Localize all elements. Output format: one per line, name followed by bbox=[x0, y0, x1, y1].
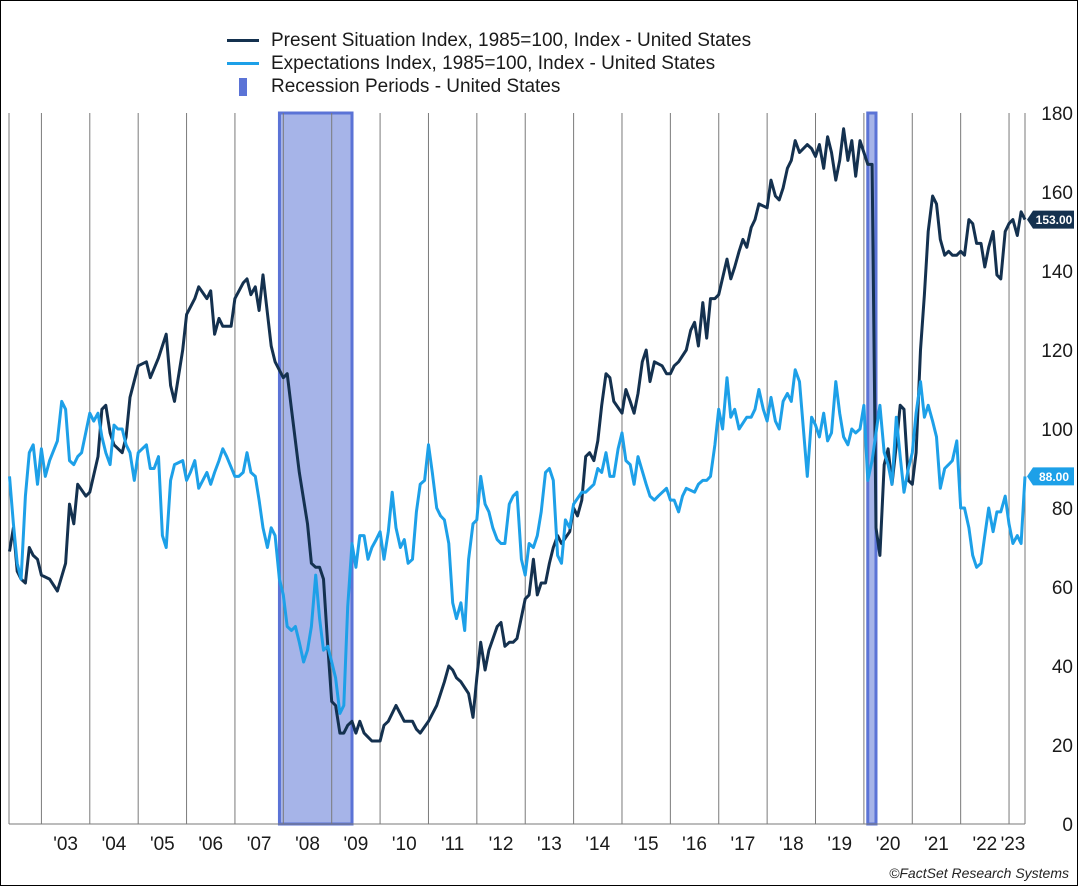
legend-item-expectations[interactable]: Expectations Index, 1985=100, Index - Un… bbox=[227, 52, 715, 76]
x-tick-label: '09 bbox=[344, 834, 369, 855]
y-tick-label: 20 bbox=[1052, 736, 1073, 757]
legend-box-swatch bbox=[239, 77, 247, 96]
x-tick-label: '15 bbox=[634, 834, 659, 855]
y-tick-label: 120 bbox=[1041, 341, 1073, 362]
y-tick-label: 160 bbox=[1041, 183, 1073, 204]
x-tick-label: '10 bbox=[392, 834, 417, 855]
y-tick-label: 140 bbox=[1041, 262, 1073, 283]
end-value-badge bbox=[1027, 467, 1074, 486]
series-layer bbox=[8, 127, 1027, 743]
recession-band bbox=[277, 111, 354, 826]
x-tick-label: '06 bbox=[198, 834, 223, 855]
y-tick-label: 80 bbox=[1052, 499, 1073, 520]
legend-label: Recession Periods - United States bbox=[271, 76, 561, 97]
legend-line-swatch bbox=[227, 39, 259, 43]
x-tick-label: '14 bbox=[585, 834, 610, 855]
legend-item-present-situation[interactable]: Present Situation Index, 1985=100, Index… bbox=[227, 29, 751, 53]
legend-line-swatch bbox=[227, 62, 259, 66]
y-tick-label: 40 bbox=[1052, 657, 1073, 678]
present-situation-line bbox=[8, 127, 1027, 743]
legend-item-recession[interactable]: Recession Periods - United States bbox=[227, 75, 560, 99]
x-tick-label: '12 bbox=[489, 834, 514, 855]
grid-layer bbox=[8, 113, 1026, 825]
end-label-layer: 153.00 88.00 bbox=[1027, 210, 1074, 486]
x-tick-label: '23 bbox=[1001, 834, 1026, 855]
x-tick-label: '05 bbox=[150, 834, 175, 855]
legend-label: Present Situation Index, 1985=100, Index… bbox=[271, 30, 752, 51]
end-value-label: 153.00 bbox=[1036, 213, 1073, 227]
x-tick-label: '17 bbox=[731, 834, 756, 855]
x-tick-label: '22 bbox=[972, 834, 997, 855]
x-tick-label: '21 bbox=[924, 834, 949, 855]
y-tick-label: 180 bbox=[1041, 104, 1073, 125]
legend-label: Expectations Index, 1985=100, Index - Un… bbox=[271, 53, 716, 74]
y-tick-label: 60 bbox=[1052, 578, 1073, 599]
axis-layer: '03 '04 '05 '06 '07 '08 '09 '10 '11 '12 '13 '14 '15 '… bbox=[53, 104, 1073, 855]
x-tick-label: '19 bbox=[827, 834, 852, 855]
x-tick-label: '13 bbox=[537, 834, 562, 855]
x-tick-label: '07 bbox=[247, 834, 272, 855]
x-tick-label: '03 bbox=[53, 834, 78, 855]
x-tick-label: '20 bbox=[876, 834, 901, 855]
recession-layer bbox=[277, 111, 878, 826]
end-value-badge bbox=[1027, 210, 1074, 229]
x-tick-label: '04 bbox=[102, 834, 127, 855]
copyright-text: ©FactSet Research Systems bbox=[889, 865, 1069, 881]
x-tick-label: '08 bbox=[295, 834, 320, 855]
x-tick-label: '18 bbox=[779, 834, 804, 855]
y-tick-label: 100 bbox=[1041, 420, 1073, 441]
expectations-line bbox=[8, 368, 1027, 715]
x-tick-label: '16 bbox=[682, 834, 707, 855]
end-value-label: 88.00 bbox=[1039, 470, 1069, 484]
x-tick-label: '11 bbox=[441, 834, 464, 855]
y-tick-label: 0 bbox=[1062, 815, 1073, 836]
